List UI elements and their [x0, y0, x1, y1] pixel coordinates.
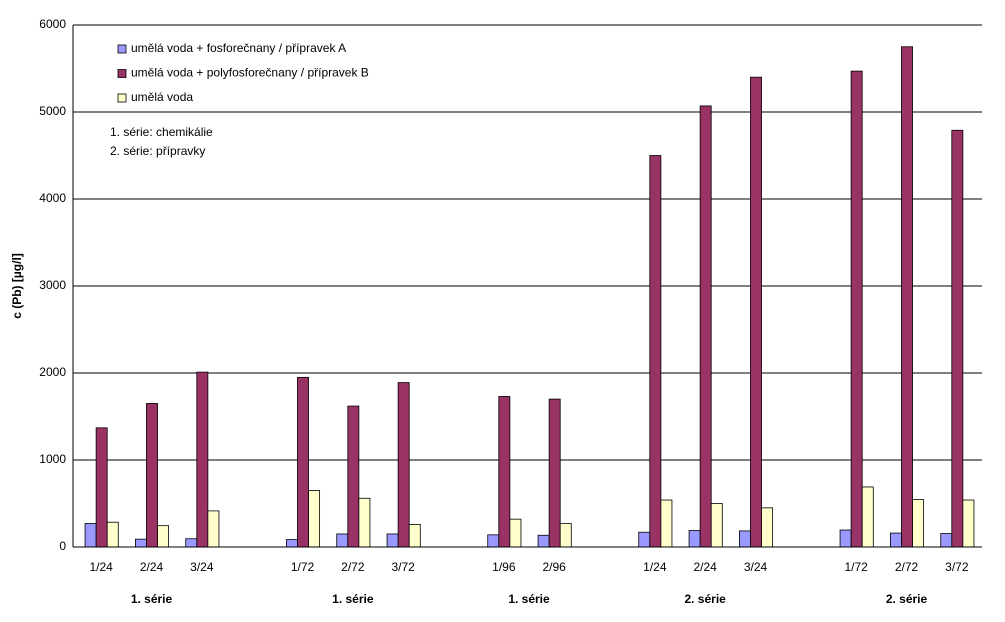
x-tick-label: 3/24 [190, 560, 214, 574]
bar [285, 539, 298, 548]
bar [901, 46, 913, 548]
legend-label: umělá voda + fosforečnany / přípravek A [131, 41, 346, 55]
bar [157, 525, 170, 548]
bar [638, 531, 651, 548]
x-tick-label: 3/24 [744, 560, 768, 574]
x-tick-label: 3/72 [945, 560, 969, 574]
bar [134, 538, 147, 548]
x-tick-label: 2/24 [693, 560, 717, 574]
bar [347, 405, 360, 548]
bar [106, 521, 119, 548]
legend-swatch [117, 44, 127, 54]
y-tick-label: 0 [59, 539, 66, 553]
y-tick-label: 4000 [39, 191, 66, 205]
annotation: 1. série: chemikálie [110, 125, 213, 139]
bar [660, 499, 673, 548]
bar [559, 523, 572, 548]
legend-swatch [117, 93, 127, 103]
group-label: 1. série [508, 592, 550, 606]
x-tick-label: 2/72 [341, 560, 365, 574]
group-label: 2. série [886, 592, 928, 606]
bar [509, 518, 522, 548]
group-label: 2. série [684, 592, 726, 606]
bar [738, 530, 751, 548]
bar [649, 155, 662, 548]
x-tick-label: 1/96 [492, 560, 516, 574]
bar [548, 398, 561, 548]
y-tick-label: 6000 [39, 17, 66, 31]
bar [487, 534, 500, 548]
bar [196, 371, 209, 548]
bar [397, 382, 410, 548]
bar [336, 533, 349, 548]
x-tick-label: 2/72 [895, 560, 919, 574]
bar [912, 499, 925, 548]
x-tick-label: 2/24 [140, 560, 164, 574]
bar [889, 532, 902, 548]
bar [297, 376, 309, 548]
bar [940, 533, 953, 548]
y-axis-label: c (Pb) [µg/l] [10, 253, 24, 319]
bar [358, 497, 371, 548]
x-tick-label: 2/96 [542, 560, 566, 574]
bar [386, 533, 399, 548]
x-tick-label: 1/72 [291, 560, 315, 574]
y-tick-label: 1000 [39, 452, 66, 466]
x-tick-label: 1/24 [643, 560, 667, 574]
legend-label: umělá voda [131, 90, 193, 104]
bar [537, 534, 550, 548]
bar [207, 510, 220, 548]
y-tick-label: 3000 [39, 278, 66, 292]
bar [710, 503, 723, 548]
bar [699, 105, 712, 548]
bar [308, 490, 321, 548]
bar [861, 486, 874, 548]
bar [95, 427, 108, 548]
bar [688, 530, 701, 548]
bar [839, 529, 852, 548]
bar [408, 523, 421, 548]
bar [761, 507, 774, 548]
bar [951, 129, 964, 548]
bar [750, 76, 762, 548]
annotation: 2. série: přípravky [110, 144, 205, 158]
group-label: 1. série [332, 592, 374, 606]
bar [84, 523, 97, 548]
legend-swatch [117, 69, 127, 78]
bar [962, 499, 975, 548]
bar [146, 403, 158, 548]
y-tick-label: 2000 [39, 365, 66, 379]
x-tick-label: 3/72 [391, 560, 415, 574]
bar [498, 396, 511, 548]
x-tick-label: 1/72 [844, 560, 868, 574]
bar [850, 70, 863, 548]
bar [185, 538, 198, 548]
x-tick-label: 1/24 [89, 560, 113, 574]
group-label: 1. série [131, 592, 173, 606]
y-tick-label: 5000 [39, 104, 66, 118]
legend-label: umělá voda + polyfosforečnany / příprave… [131, 66, 369, 80]
